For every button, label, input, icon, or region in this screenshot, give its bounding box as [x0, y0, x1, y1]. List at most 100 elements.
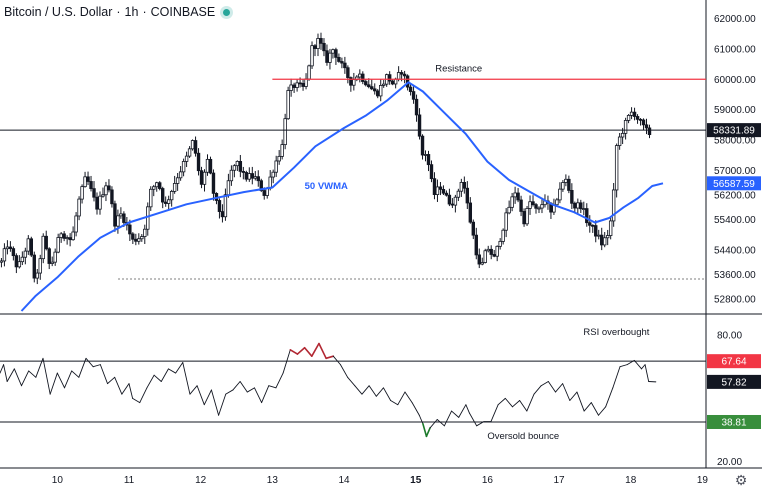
candle-body[interactable] — [137, 238, 141, 242]
candle-body[interactable] — [116, 215, 120, 227]
candle-body[interactable] — [220, 211, 225, 218]
candle-body[interactable] — [600, 234, 604, 246]
candle-body[interactable] — [158, 182, 162, 189]
candle-body[interactable] — [0, 260, 4, 263]
candle-body[interactable] — [134, 238, 138, 242]
candle-body[interactable] — [486, 248, 490, 252]
candle-body[interactable] — [450, 203, 455, 206]
candle-body[interactable] — [516, 192, 520, 201]
candle-body[interactable] — [480, 262, 484, 265]
candle-body[interactable] — [429, 164, 434, 180]
candle-body[interactable] — [501, 229, 505, 242]
candle-body[interactable] — [92, 188, 96, 198]
candle-body[interactable] — [644, 124, 649, 129]
candle-body[interactable] — [193, 140, 198, 154]
candle-body[interactable] — [131, 233, 135, 240]
candle-body[interactable] — [56, 237, 60, 253]
candle-body[interactable] — [274, 160, 278, 173]
candle-body[interactable] — [608, 220, 613, 236]
candle-body[interactable] — [155, 182, 159, 188]
candle-body[interactable] — [5, 246, 10, 250]
candle-body[interactable] — [334, 49, 338, 58]
candle-body[interactable] — [202, 171, 207, 185]
candle-body[interactable] — [304, 78, 308, 87]
candle-body[interactable] — [594, 225, 598, 237]
candle-body[interactable] — [570, 190, 574, 204]
candle-body[interactable] — [399, 72, 404, 75]
candle-body[interactable] — [11, 248, 16, 257]
candle-body[interactable] — [44, 235, 48, 250]
candle-body[interactable] — [387, 74, 392, 82]
candle-body[interactable] — [259, 180, 263, 191]
candle-body[interactable] — [411, 91, 416, 100]
candle-body[interactable] — [576, 202, 580, 209]
candle-body[interactable] — [588, 222, 592, 226]
candle-body[interactable] — [567, 178, 571, 191]
candle-body[interactable] — [474, 234, 478, 256]
candle-body[interactable] — [620, 132, 625, 138]
candle-body[interactable] — [498, 240, 502, 247]
candle-body[interactable] — [98, 195, 102, 210]
candle-body[interactable] — [635, 116, 640, 120]
candle-body[interactable] — [83, 176, 87, 188]
symbol-name[interactable]: Bitcoin / U.S. Dollar — [4, 5, 113, 19]
candle-body[interactable] — [328, 52, 332, 63]
candle-body[interactable] — [143, 228, 147, 237]
candle-body[interactable] — [337, 56, 341, 62]
candle-body[interactable] — [41, 235, 45, 260]
candle-body[interactable] — [86, 176, 90, 182]
candle-body[interactable] — [629, 111, 634, 116]
candle-body[interactable] — [226, 180, 231, 196]
candle-body[interactable] — [396, 72, 401, 80]
candle-body[interactable] — [447, 194, 452, 205]
candle-body[interactable] — [438, 186, 443, 190]
candle-body[interactable] — [611, 189, 616, 222]
candle-body[interactable] — [402, 73, 407, 77]
candle-body[interactable] — [107, 185, 111, 191]
candle-body[interactable] — [2, 248, 7, 262]
candle-body[interactable] — [235, 161, 240, 167]
gear-icon[interactable]: ⚙ — [734, 471, 748, 488]
candle-body[interactable] — [292, 84, 296, 88]
candle-body[interactable] — [184, 155, 189, 162]
candle-body[interactable] — [537, 207, 541, 210]
candle-body[interactable] — [140, 236, 144, 240]
candle-body[interactable] — [483, 250, 487, 263]
candle-body[interactable] — [277, 155, 281, 162]
candle-body[interactable] — [468, 202, 473, 223]
candle-body[interactable] — [241, 170, 246, 173]
candle-body[interactable] — [211, 172, 216, 194]
candle-body[interactable] — [638, 118, 643, 121]
candle-body[interactable] — [149, 188, 153, 208]
candle-body[interactable] — [426, 154, 431, 166]
candle-body[interactable] — [573, 202, 577, 209]
candle-body[interactable] — [641, 119, 646, 126]
candle-body[interactable] — [175, 177, 180, 184]
candle-body[interactable] — [20, 256, 25, 263]
candle-body[interactable] — [232, 165, 237, 171]
candle-body[interactable] — [289, 84, 293, 91]
candle-body[interactable] — [163, 201, 168, 204]
candle-body[interactable] — [465, 187, 470, 204]
vwma-line[interactable] — [20, 81, 664, 312]
candle-body[interactable] — [283, 118, 287, 146]
candle-body[interactable] — [417, 114, 422, 137]
candle-body[interactable] — [247, 173, 252, 180]
candle-body[interactable] — [319, 38, 323, 44]
candle-body[interactable] — [110, 189, 114, 205]
candle-body[interactable] — [268, 176, 272, 189]
candle-body[interactable] — [605, 235, 610, 239]
candle-body[interactable] — [382, 83, 386, 86]
candle-body[interactable] — [510, 196, 514, 208]
candle-body[interactable] — [80, 186, 84, 200]
candle-body[interactable] — [591, 224, 595, 227]
candle-body[interactable] — [65, 237, 69, 240]
candle-body[interactable] — [68, 237, 72, 241]
candle-body[interactable] — [271, 171, 275, 178]
candle-body[interactable] — [513, 192, 517, 198]
candle-body[interactable] — [346, 67, 350, 78]
candle-body[interactable] — [146, 206, 150, 230]
candle-body[interactable] — [38, 258, 42, 274]
candle-body[interactable] — [152, 186, 156, 190]
candle-body[interactable] — [623, 120, 628, 134]
